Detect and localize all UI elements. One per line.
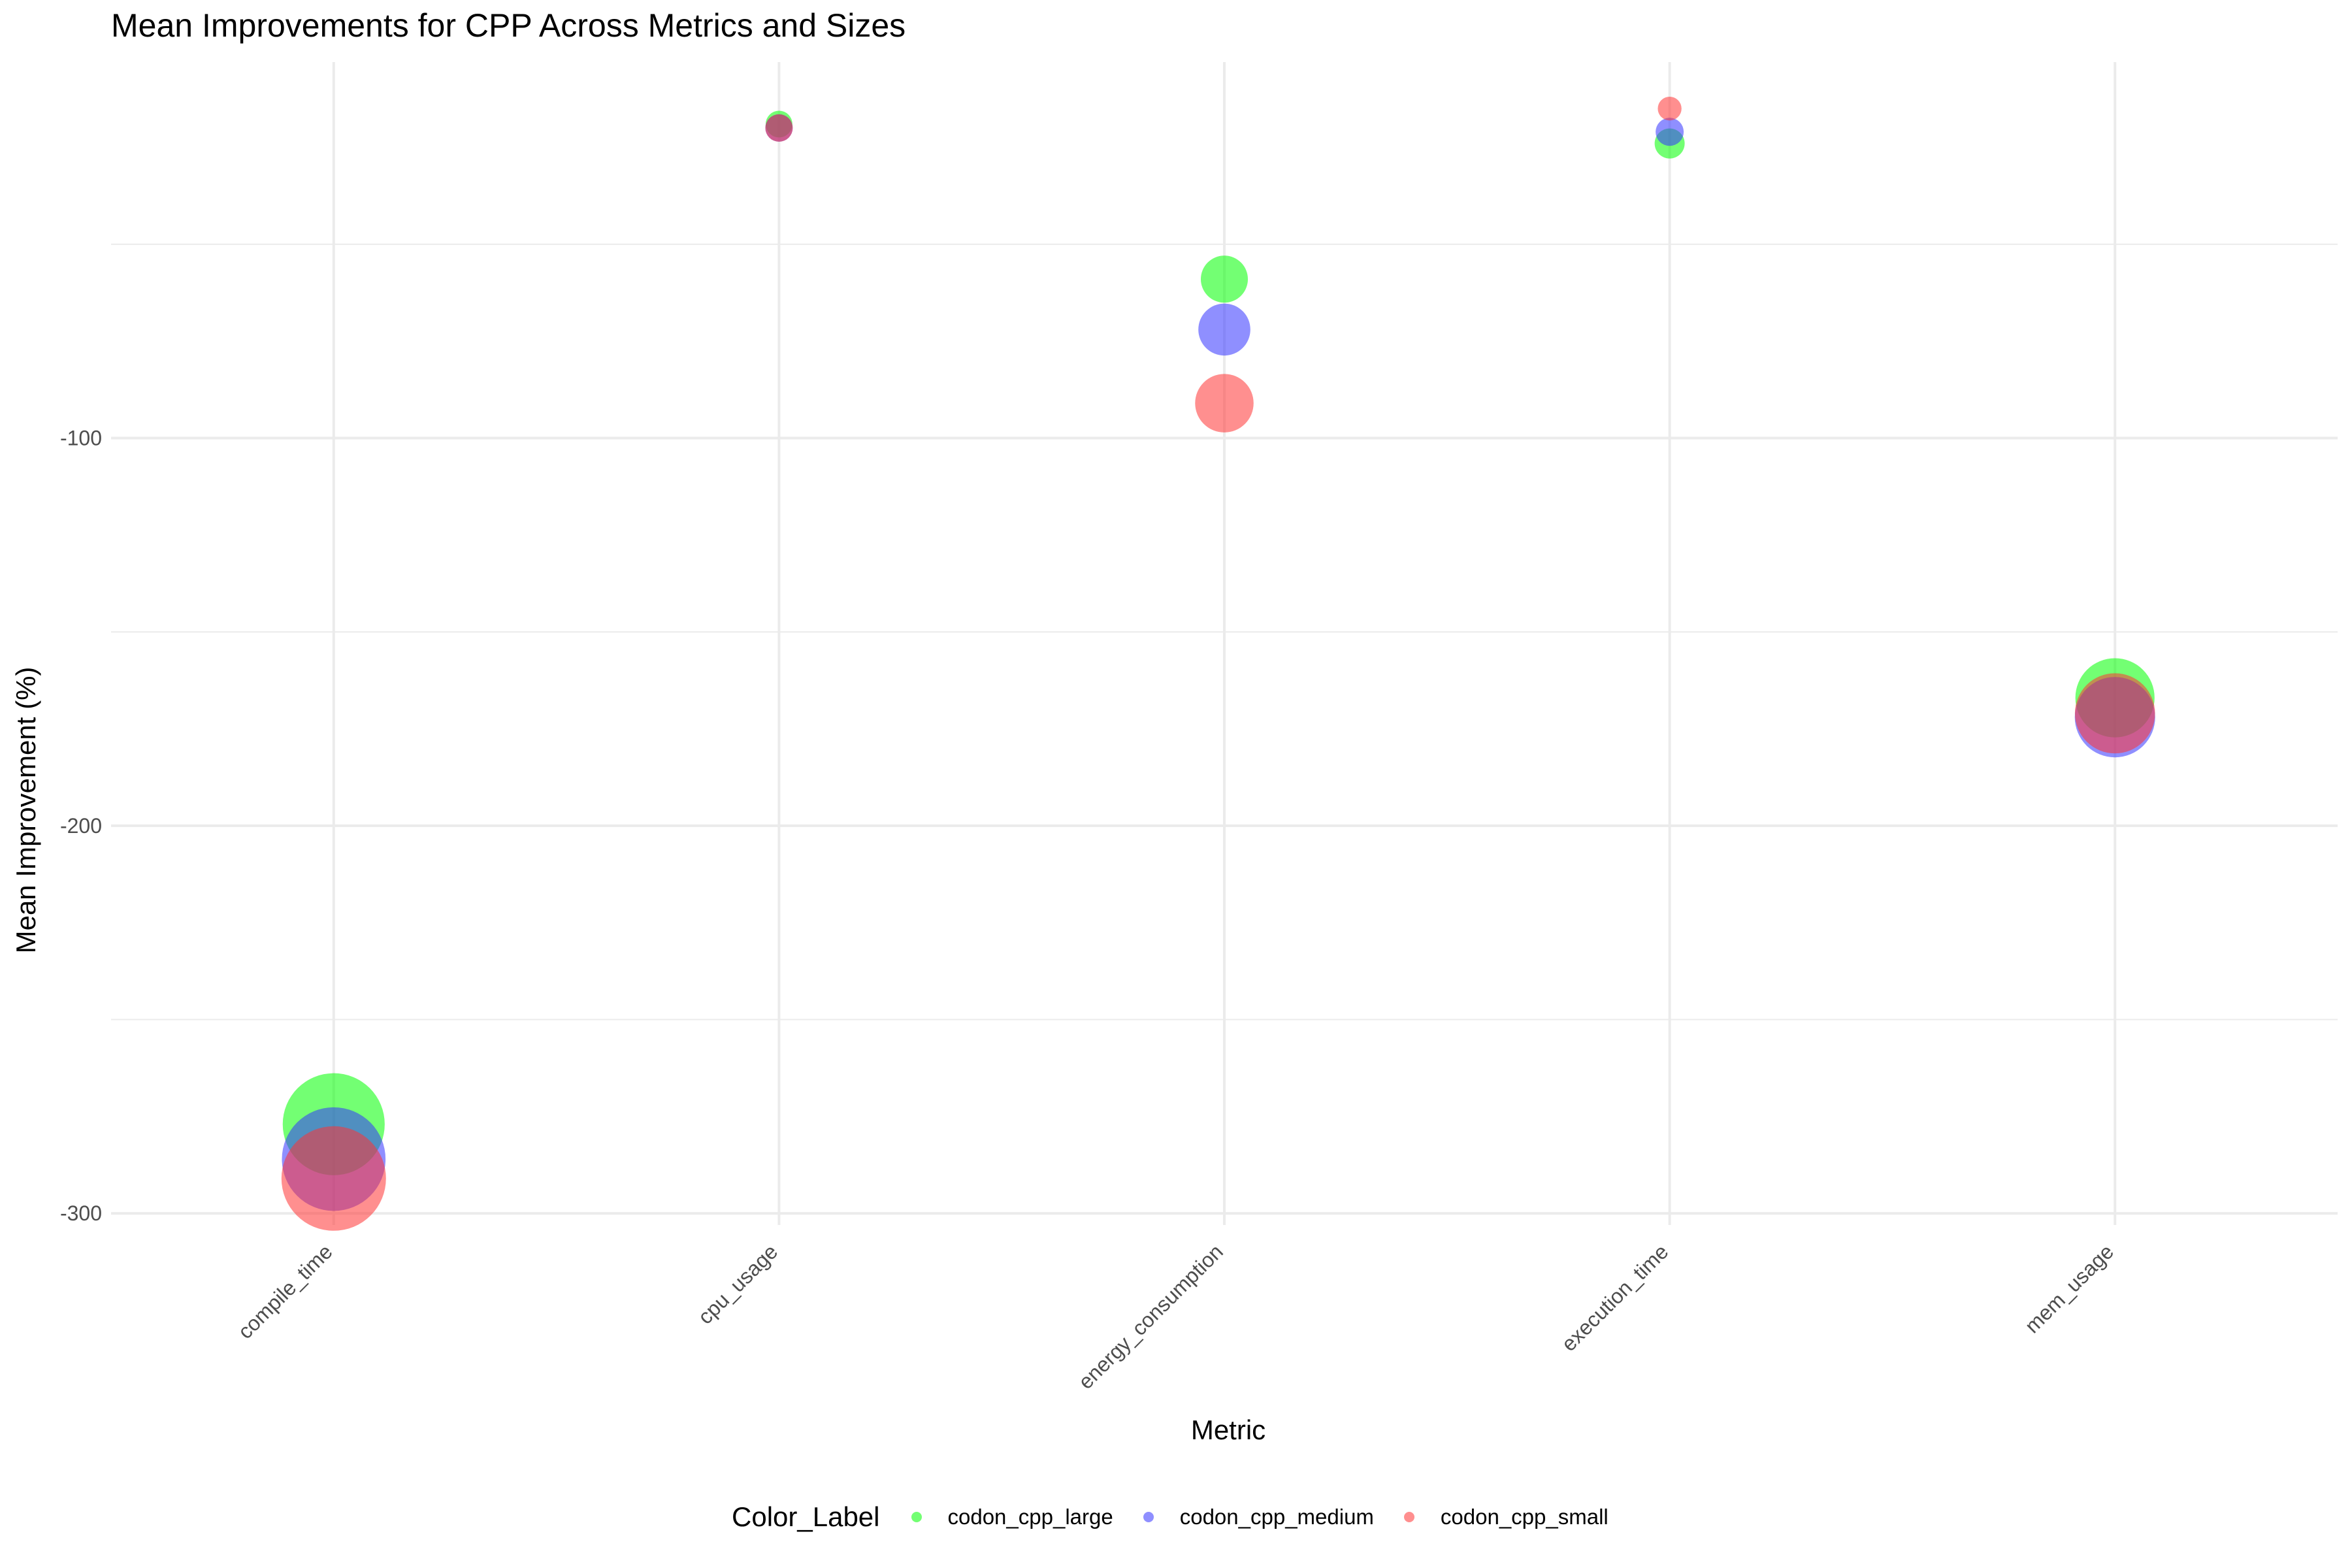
legend-dot-small [1403, 1512, 1414, 1522]
legend-label-small: codon_cpp_small [1440, 1505, 1609, 1529]
data-points [281, 97, 2155, 1231]
legend-label-large: codon_cpp_large [947, 1505, 1113, 1529]
x-tick-labels: compile_time cpu_usage energy_consumption e… [233, 1239, 2118, 1394]
legend-item-medium: codon_cpp_medium [1143, 1505, 1374, 1529]
y-tick-label: -300 [60, 1201, 102, 1225]
y-tick-label: -200 [60, 814, 102, 838]
legend-label-medium: codon_cpp_medium [1179, 1505, 1374, 1529]
y-axis-label: Mean Improvement (%) [10, 666, 41, 954]
point-codon-cpp-medium [1656, 118, 1684, 146]
point-codon-cpp-small [1195, 374, 1254, 433]
grid-lines [111, 62, 2338, 1225]
x-tick-label: compile_time [233, 1239, 337, 1343]
chart-title: Mean Improvements for CPP Across Metrics… [111, 7, 906, 44]
point-codon-cpp-large [1200, 255, 1249, 303]
legend: Color_Label codon_cpp_large codon_cpp_me… [732, 1497, 1639, 1537]
x-tick-label: energy_consumption [1073, 1239, 1228, 1394]
x-axis-label: Metric [1190, 1414, 1266, 1445]
legend-item-large: codon_cpp_large [911, 1505, 1113, 1529]
legend-title: Color_Label [732, 1501, 880, 1532]
x-tick-label: execution_time [1557, 1239, 1673, 1356]
legend-dot-medium [1143, 1512, 1154, 1522]
point-codon-cpp-small [2074, 673, 2155, 754]
point-codon-cpp-medium [1198, 303, 1250, 356]
point-codon-cpp-small [1658, 97, 1682, 121]
point-codon-cpp-small [281, 1126, 386, 1231]
x-tick-label: mem_usage [2020, 1239, 2118, 1337]
y-tick-label: -100 [60, 427, 102, 450]
legend-item-small: codon_cpp_small [1403, 1505, 1609, 1529]
x-tick-label: cpu_usage [693, 1239, 782, 1328]
point-codon-cpp-small [765, 114, 793, 142]
legend-dot-large [911, 1512, 922, 1522]
y-tick-labels: -300 -200 -100 [60, 427, 102, 1226]
